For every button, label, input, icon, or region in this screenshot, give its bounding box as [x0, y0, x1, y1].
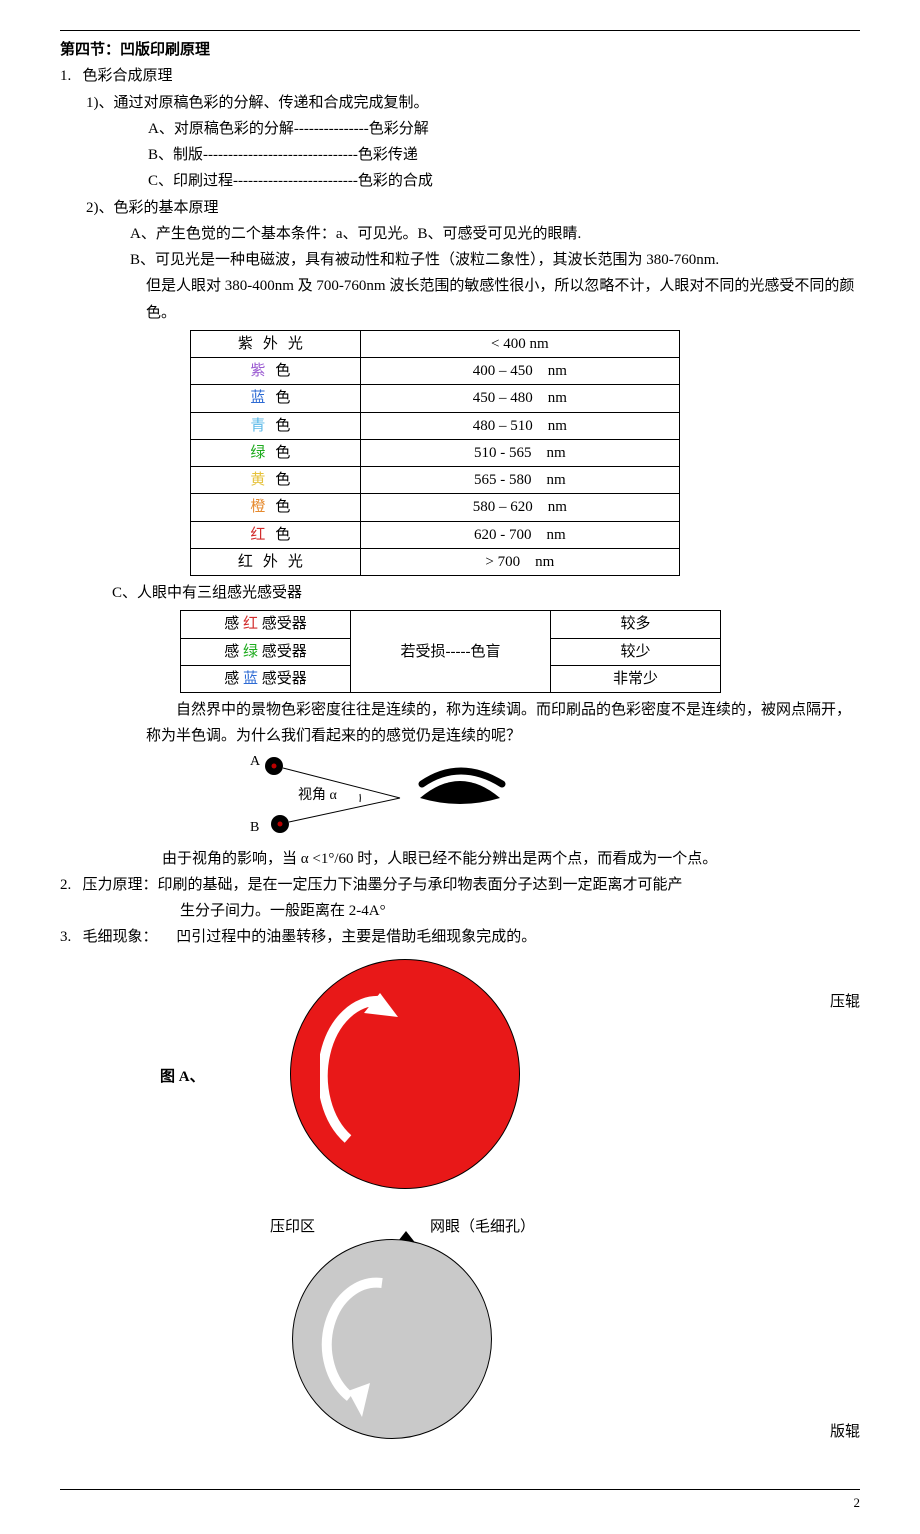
item-1-2-b-l2: 但是人眼对 380-400nm 及 700-760nm 波长范围的敏感性很小，所…: [146, 273, 860, 326]
color-name-cell: 绿色: [191, 439, 361, 466]
page-number: 2: [60, 1492, 860, 1515]
item-3-body: 凹引过程中的油墨转移，主要是借助毛细现象完成的。: [176, 929, 536, 945]
item-1-1: 1)、通过对原稿色彩的分解、传递和合成完成复制。: [86, 90, 860, 116]
receptor-cell: 感 绿 感受器: [181, 638, 351, 665]
receptor-amount-cell: 较多: [551, 611, 721, 638]
color-name-cell: 蓝色: [191, 385, 361, 412]
figure-a: 图 A、 压辊 版辊 压印区 网眼（毛细孔）: [60, 959, 860, 1479]
item-2-l2: 生分子间力。一般距离在 2-4A°: [180, 898, 860, 924]
color-name-cell: 红外光: [191, 548, 361, 575]
eye-label-a: A: [250, 750, 260, 775]
item-1-num: 1.: [60, 68, 71, 84]
item-1-1-c: C、印刷过程-------------------------色彩的合成: [148, 168, 860, 194]
item-3-head: 毛细现象：: [83, 929, 158, 945]
color-name-cell: 紫色: [191, 358, 361, 385]
item-3: 3. 毛细现象： 凹引过程中的油墨转移，主要是借助毛细现象完成的。: [60, 924, 860, 950]
table-row: 橙色580 – 620 nm: [191, 494, 680, 521]
eye-label-angle: 视角 α: [298, 784, 337, 809]
color-name-cell: 青色: [191, 412, 361, 439]
item-1-head: 色彩合成原理: [83, 68, 173, 84]
item-1-2-a: A、产生色觉的二个基本条件：a、可见光。B、可感受可见光的眼睛.: [130, 221, 860, 247]
item-1-1-b: B、制版-------------------------------色彩传递: [148, 142, 860, 168]
table-row: 紫色400 – 450 nm: [191, 358, 680, 385]
eye-diagram: A B 视角 α: [250, 754, 610, 842]
item-2-num: 2.: [60, 877, 71, 893]
eye-label-b: B: [250, 816, 259, 841]
receptor-amount-cell: 非常少: [551, 665, 721, 692]
footer-rule: [60, 1489, 860, 1490]
grey-arrow-icon: [318, 1271, 408, 1421]
item-2: 2. 压力原理：印刷的基础，是在一定压力下油墨分子与承印物表面分子达到一定距离才…: [60, 872, 860, 898]
color-name-cell: 黄色: [191, 467, 361, 494]
item-1-2: 2)、色彩的基本原理: [86, 195, 860, 221]
label-yagun: 压辊: [830, 989, 860, 1015]
receptor-mid-cell: 若受损-----色盲: [351, 611, 551, 693]
color-name-cell: 橙色: [191, 494, 361, 521]
color-name-cell: 红色: [191, 521, 361, 548]
table-row: 黄色565 - 580 nm: [191, 467, 680, 494]
label-bangun: 版辊: [830, 1419, 860, 1445]
table-row: 紫外光< 400 nm: [191, 330, 680, 357]
para-angle: 由于视角的影响，当 α <1°/60 时，人眼已经不能分辨出是两个点，而看成为一…: [132, 846, 860, 872]
wavelength-cell: 480 – 510 nm: [360, 412, 679, 439]
receptor-cell: 感 红 感受器: [181, 611, 351, 638]
wavelength-cell: 565 - 580 nm: [360, 467, 679, 494]
item-1-2-c: C、人眼中有三组感光感受器: [112, 580, 860, 606]
table-row: 绿色510 - 565 nm: [191, 439, 680, 466]
para-nature: 自然界中的景物色彩密度往往是连续的，称为连续调。而印刷品的色彩密度不是连续的，被…: [146, 697, 860, 750]
fig-label-a: 图 A、: [160, 1064, 205, 1090]
item-2-l1: 压力原理：印刷的基础，是在一定压力下油墨分子与承印物表面分子达到一定距离才可能产: [83, 877, 683, 893]
wavelength-cell: 620 - 700 nm: [360, 521, 679, 548]
table-row: 红色620 - 700 nm: [191, 521, 680, 548]
label-wangyan: 网眼（毛细孔）: [430, 1214, 535, 1240]
wavelength-table: 紫外光< 400 nm紫色400 – 450 nm蓝色450 – 480 nm青…: [190, 330, 680, 576]
wavelength-cell: 450 – 480 nm: [360, 385, 679, 412]
table-row: 红外光> 700 nm: [191, 548, 680, 575]
item-1-2-b-l1: B、可见光是一种电磁波，具有被动性和粒子性（波粒二象性），其波长范围为 380-…: [130, 247, 860, 273]
receptor-cell: 感 蓝 感受器: [181, 665, 351, 692]
item-1-1-a: A、对原稿色彩的分解---------------色彩分解: [148, 116, 860, 142]
item-1: 1. 色彩合成原理: [60, 63, 860, 89]
table-row: 青色480 – 510 nm: [191, 412, 680, 439]
wavelength-cell: 580 – 620 nm: [360, 494, 679, 521]
wavelength-cell: 510 - 565 nm: [360, 439, 679, 466]
section-title: 第四节：凹版印刷原理: [60, 37, 860, 63]
top-rule: [60, 30, 860, 31]
label-yayinqu: 压印区: [270, 1214, 315, 1240]
wavelength-cell: > 700 nm: [360, 548, 679, 575]
receptor-amount-cell: 较少: [551, 638, 721, 665]
color-name-cell: 紫外光: [191, 330, 361, 357]
red-arrow-icon: [320, 989, 410, 1159]
table-row: 蓝色450 – 480 nm: [191, 385, 680, 412]
wavelength-cell: < 400 nm: [360, 330, 679, 357]
item-3-num: 3.: [60, 929, 71, 945]
table-row: 感 红 感受器若受损-----色盲较多: [181, 611, 721, 638]
wavelength-cell: 400 – 450 nm: [360, 358, 679, 385]
receptor-table: 感 红 感受器若受损-----色盲较多感 绿 感受器较少感 蓝 感受器非常少: [180, 610, 721, 693]
